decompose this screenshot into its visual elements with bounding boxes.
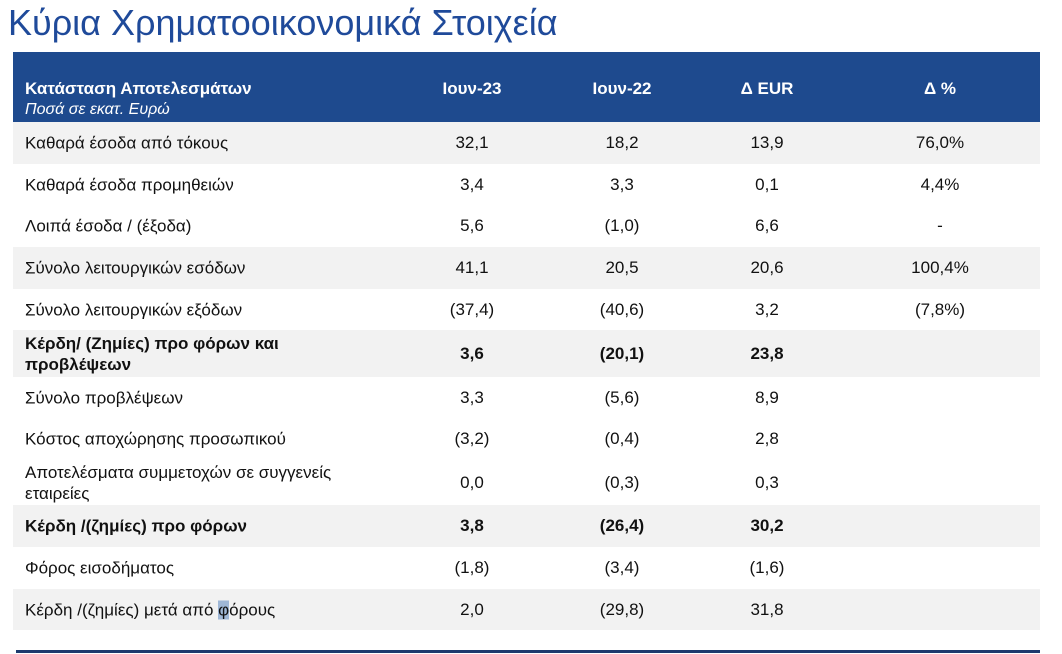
col-header-jun22: Ιουν-22	[592, 79, 652, 98]
table-row: Σύνολο λειτουργικών εξόδων (37,4) (40,6) 3,…	[13, 289, 1040, 330]
cell-delta-pct: -	[937, 216, 943, 235]
cell-jun22: (20,1)	[599, 343, 645, 363]
cell-jun23: (1,8)	[454, 558, 490, 577]
cell-jun23: 2,0	[460, 599, 484, 619]
col-header-delta-eur: Δ EUR	[740, 79, 794, 98]
row-label: Κέρδη /(ζημίες) προ φόρων	[25, 516, 248, 536]
cell-jun23: 5,6	[460, 216, 484, 235]
cell-jun22: (3,4)	[604, 558, 640, 577]
cell-jun22: 3,3	[610, 174, 634, 194]
row-label: Κέρδη /(ζημίες) μετά από φόρους	[25, 599, 355, 620]
row-label: Αποτελέσματα συμμετοχών σε συγγενείς ετα…	[25, 462, 332, 503]
cell-delta-eur: 13,9	[750, 133, 784, 152]
cell-delta-eur: 2,8	[755, 429, 779, 448]
text-selection-highlight: φ	[218, 600, 230, 619]
row-label-part: Κέρδη /(ζημίες) μετά από	[25, 600, 219, 619]
cell-jun23: 3,3	[460, 387, 484, 407]
cell-delta-eur: 30,2	[750, 516, 784, 535]
table-row: Κόστος αποχώρησης προσωπικού (3,2) (0,4) 2,…	[13, 418, 1040, 460]
table-row: Λοιπά έσοδα / (έξοδα) 5,6 (1,0) 6,6 -	[13, 205, 1040, 247]
table-row: Σύνολο λειτουργικών εσόδων 41,1 20,5 20,6 10…	[13, 247, 1040, 289]
cell-jun23: 3,6	[460, 343, 484, 363]
page-title: Κύρια Χρηματοοικονομικά Στοιχεία	[8, 2, 558, 43]
row-label: Σύνολο λειτουργικών εσόδων	[25, 258, 246, 278]
cell-jun22: (40,6)	[599, 299, 645, 319]
cell-jun23: (37,4)	[449, 299, 495, 319]
cell-jun22: (0,4)	[604, 429, 640, 448]
cell-jun23: (3,2)	[454, 429, 490, 448]
cell-delta-pct: 76,0%	[915, 133, 965, 152]
cell-jun22: (29,8)	[599, 599, 645, 619]
row-label: Σύνολο προβλέψεων	[25, 388, 184, 407]
row-label: Λοιπά έσοδα / (έξοδα)	[25, 216, 192, 236]
table-row: Φόρος εισοδήματος (1,8) (3,4) (1,6)	[13, 547, 1040, 589]
table-row: Κέρδη /(ζημίες) προ φόρων 3,8 (26,4) 30,2	[13, 505, 1040, 547]
cell-delta-eur: 6,6	[755, 216, 779, 235]
row-label: Καθαρά έσοδα από τόκους	[25, 133, 229, 153]
cell-delta-eur: 0,1	[755, 174, 779, 194]
cell-delta-pct: 100,4%	[911, 258, 969, 277]
table-row: Κέρδη /(ζημίες) μετά από φόρους 2,0 (29,8)…	[13, 589, 1040, 630]
cell-delta-eur: 31,8	[750, 599, 784, 619]
row-label: Καθαρά έσοδα προμηθειών	[25, 175, 234, 194]
header-sublabel: Ποσά σε εκατ. Ευρώ	[25, 101, 170, 118]
cell-jun23: 41,1	[455, 258, 489, 277]
table-row: Καθαρά έσοδα προμηθειών 3,4 3,3 0,1 4,4%	[13, 164, 1040, 205]
table-row: Κέρδη/ (Ζημίες) προ φόρων και προβλέψεων…	[13, 330, 1040, 377]
cell-jun23: 3,4	[460, 174, 484, 194]
cell-delta-eur: (1,6)	[749, 558, 785, 577]
cell-jun23: 32,1	[455, 133, 489, 152]
cell-delta-eur: 8,9	[755, 387, 779, 407]
cell-jun22: (1,0)	[604, 216, 640, 235]
row-label-part: όρους	[229, 600, 276, 619]
row-label: Κέρδη/ (Ζημίες) προ φόρων και προβλέψεων	[25, 333, 279, 374]
table-row: Αποτελέσματα συμμετοχών σε συγγενείς ετα…	[13, 460, 1040, 505]
cell-delta-pct: (7,8%)	[914, 299, 966, 319]
cell-jun22: (26,4)	[599, 516, 645, 535]
cell-jun22: 20,5	[605, 258, 639, 277]
col-header-jun23: Ιουν-23	[442, 79, 502, 98]
cell-jun23: 3,8	[460, 516, 484, 535]
row-label: Κόστος αποχώρησης προσωπικού	[25, 429, 286, 449]
cell-delta-pct: 4,4%	[920, 174, 960, 194]
cell-jun22: (5,6)	[604, 387, 640, 407]
table-row: Σύνολο προβλέψεων 3,3 (5,6) 8,9	[13, 377, 1040, 418]
header-label: Κατάσταση Αποτελεσμάτων	[25, 79, 252, 98]
cell-delta-eur: 23,8	[750, 343, 784, 363]
bottom-divider	[16, 650, 1040, 653]
row-label: Σύνολο λειτουργικών εξόδων	[25, 300, 243, 319]
income-statement-table: Κατάσταση Αποτελεσμάτων Ποσά σε εκατ. Ευ…	[13, 52, 1040, 630]
cell-delta-eur: 3,2	[755, 299, 779, 319]
cell-jun22: (0,3)	[604, 472, 640, 492]
table-row: Καθαρά έσοδα από τόκους 32,1 18,2 13,9 76,0%	[13, 122, 1040, 164]
col-header-delta-pct: Δ %	[923, 79, 957, 98]
table-header: Κατάσταση Αποτελεσμάτων Ποσά σε εκατ. Ευ…	[13, 52, 1040, 122]
cell-delta-eur: 0,3	[755, 472, 779, 492]
cell-jun23: 0,0	[460, 472, 484, 492]
row-label: Φόρος εισοδήματος	[25, 558, 175, 578]
cell-jun22: 18,2	[605, 133, 639, 152]
cell-delta-eur: 20,6	[750, 258, 784, 277]
